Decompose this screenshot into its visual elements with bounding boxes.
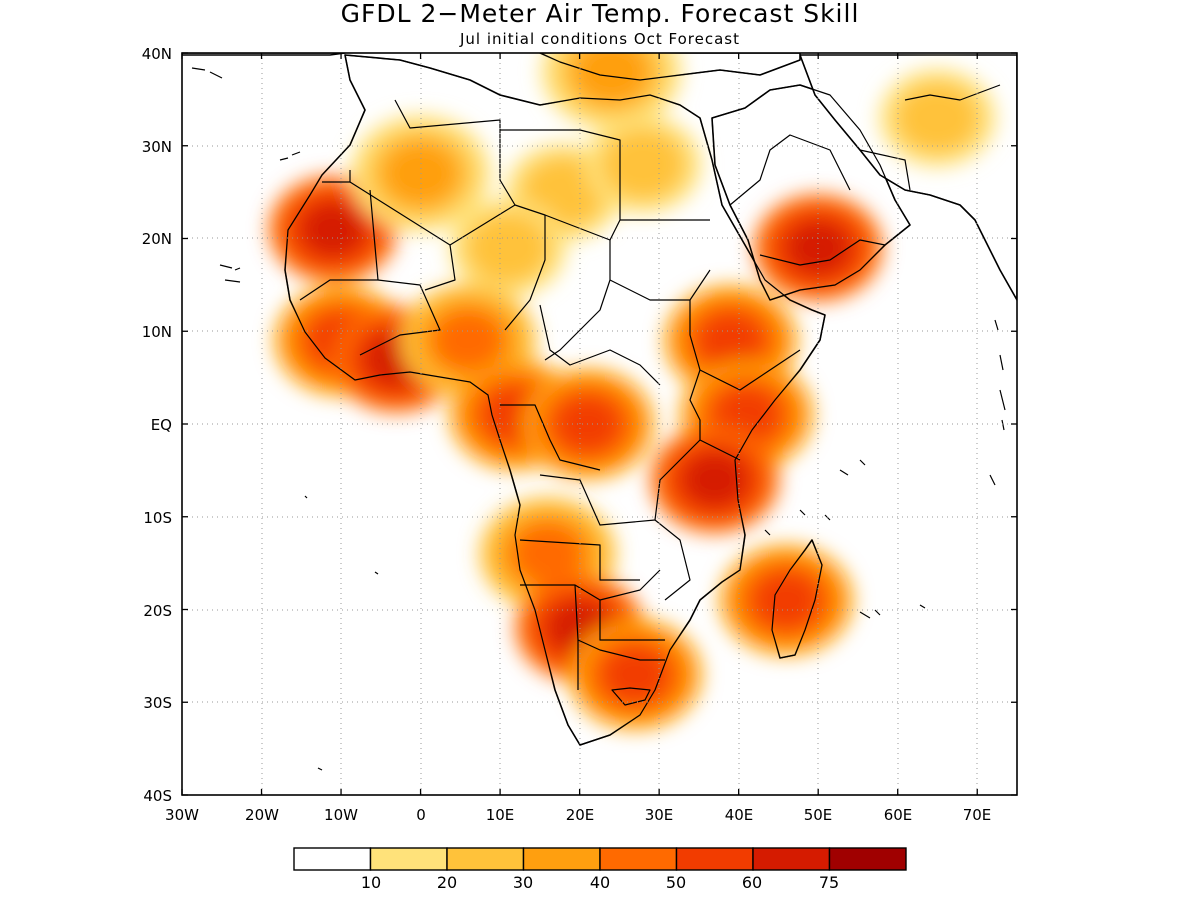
x-tick-label: 50E: [804, 806, 833, 824]
skill-region: [752, 571, 821, 630]
islands: [191, 67, 1006, 771]
skill-region: [573, 53, 650, 104]
colorbar-label: 75: [819, 873, 839, 892]
y-axis-labels: 40N 30N 20N 10N EQ 10S 20S 30S 40S: [142, 45, 172, 805]
skill-region: [601, 128, 686, 200]
colorbar-box: [675, 847, 754, 871]
skill-region: [682, 452, 747, 507]
colorbar-boxes: [293, 847, 907, 871]
y-tick-label: 30N: [142, 138, 172, 156]
x-tick-label: 20E: [566, 806, 595, 824]
y-tick-label: 30S: [143, 694, 172, 712]
y-tick-label: EQ: [151, 416, 172, 434]
x-tick-label: 70E: [963, 806, 992, 824]
x-tick-label: 20W: [245, 806, 279, 824]
x-tick-label: 30W: [165, 806, 199, 824]
x-tick-label: 10E: [486, 806, 515, 824]
y-tick-label: 10S: [143, 509, 172, 527]
colorbar-box: [293, 847, 372, 871]
skill-region: [601, 645, 670, 704]
skill-region: [696, 311, 765, 370]
y-tick-label: 40N: [142, 45, 172, 63]
axis-ticks: [181, 52, 1017, 796]
colorbar-label: 20: [437, 873, 457, 892]
map-title: GFDL 2−Meter Air Temp. Forecast Skill: [341, 0, 860, 28]
colorbar-label: 10: [361, 873, 381, 892]
skill-region: [786, 220, 851, 275]
skill-region: [895, 82, 980, 154]
map-subtitle: Jul initial conditions Oct Forecast: [459, 30, 740, 48]
x-tick-label: 60E: [884, 806, 913, 824]
colorbar: 10 20 30 40 50 60 75: [293, 847, 907, 892]
colorbar-box: [446, 847, 525, 871]
y-tick-label: 20N: [142, 230, 172, 248]
skill-region: [432, 309, 505, 372]
colorbar-label: 40: [590, 873, 610, 892]
x-tick-label: 40E: [725, 806, 754, 824]
x-axis-labels: 30W 20W 10W 0 10E 20E 30E 40E 50E 60E 70…: [165, 806, 991, 824]
skill-region: [466, 212, 551, 284]
colorbar-label: 30: [513, 873, 533, 892]
x-tick-label: 30E: [645, 806, 674, 824]
skill-shading: [269, 53, 996, 730]
x-tick-label: 0: [416, 806, 426, 824]
colorbar-box: [752, 847, 831, 871]
country-borders: [299, 84, 1001, 706]
colorbar-box: [522, 847, 601, 871]
y-tick-label: 20S: [143, 602, 172, 620]
y-tick-label: 10N: [142, 323, 172, 341]
colorbar-box: [599, 847, 678, 871]
graticule: [182, 53, 1017, 795]
colorbar-label: 60: [742, 873, 762, 892]
skill-region: [511, 523, 584, 585]
x-tick-label: 10W: [324, 806, 358, 824]
colorbar-box: [369, 847, 448, 871]
skill-region: [301, 202, 366, 257]
colorbar-label: 50: [666, 873, 686, 892]
colorbar-box: [828, 847, 907, 871]
y-tick-label: 40S: [143, 787, 172, 805]
